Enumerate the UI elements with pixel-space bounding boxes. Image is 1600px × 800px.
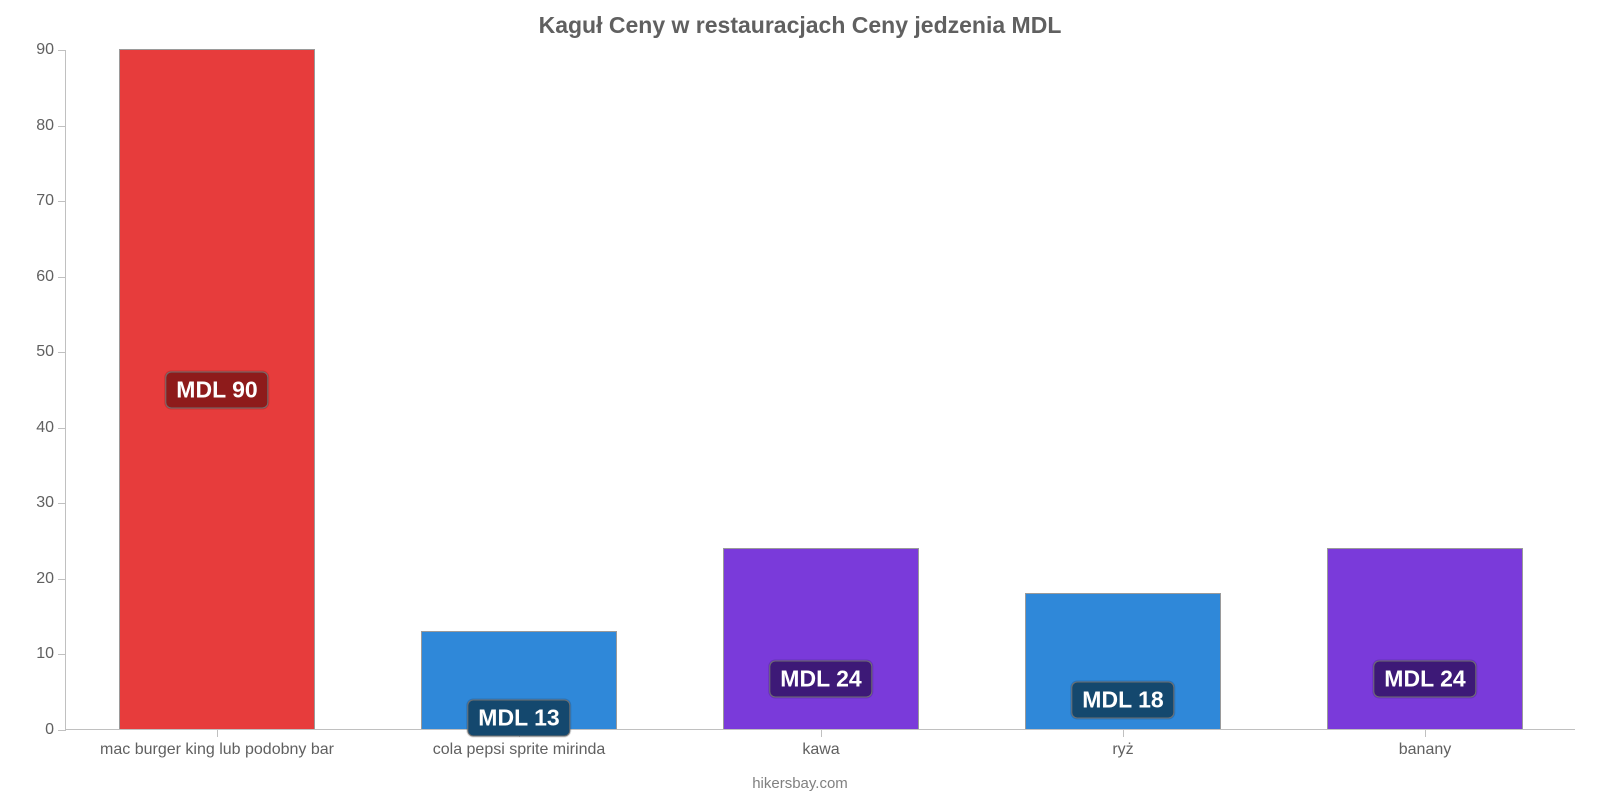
y-tick — [58, 654, 66, 655]
y-tick-label: 30 — [36, 494, 54, 512]
x-tick — [217, 729, 218, 737]
y-tick — [58, 579, 66, 580]
value-label: MDL 24 — [769, 661, 872, 698]
y-tick-label: 80 — [36, 117, 54, 135]
y-tick — [58, 201, 66, 202]
y-tick — [58, 428, 66, 429]
value-label: MDL 13 — [467, 700, 570, 737]
x-tick-label: banany — [1399, 741, 1452, 759]
y-tick-label: 90 — [36, 41, 54, 59]
x-tick-label: ryż — [1112, 741, 1133, 759]
y-tick-label: 20 — [36, 570, 54, 588]
y-tick — [58, 503, 66, 504]
bar — [723, 548, 919, 729]
chart-title: Kaguł Ceny w restauracjach Ceny jedzenia… — [0, 12, 1600, 39]
y-tick — [58, 730, 66, 731]
x-tick-label: mac burger king lub podobny bar — [100, 741, 334, 759]
y-tick-label: 10 — [36, 645, 54, 663]
y-tick — [58, 126, 66, 127]
y-tick-label: 50 — [36, 343, 54, 361]
y-tick-label: 60 — [36, 268, 54, 286]
price-chart: Kaguł Ceny w restauracjach Ceny jedzenia… — [0, 0, 1600, 800]
x-tick — [821, 729, 822, 737]
plot-area: 0102030405060708090mac burger king lub p… — [65, 50, 1575, 730]
x-tick — [1123, 729, 1124, 737]
value-label: MDL 90 — [165, 372, 268, 409]
x-tick-label: kawa — [802, 741, 839, 759]
y-tick-label: 40 — [36, 419, 54, 437]
y-tick-label: 0 — [45, 721, 54, 739]
value-label: MDL 24 — [1373, 661, 1476, 698]
y-tick — [58, 277, 66, 278]
y-tick-label: 70 — [36, 192, 54, 210]
y-tick — [58, 50, 66, 51]
attribution-text: hikersbay.com — [0, 775, 1600, 792]
x-tick-label: cola pepsi sprite mirinda — [433, 741, 606, 759]
y-tick — [58, 352, 66, 353]
x-tick — [1425, 729, 1426, 737]
bar — [1327, 548, 1523, 729]
value-label: MDL 18 — [1071, 682, 1174, 719]
